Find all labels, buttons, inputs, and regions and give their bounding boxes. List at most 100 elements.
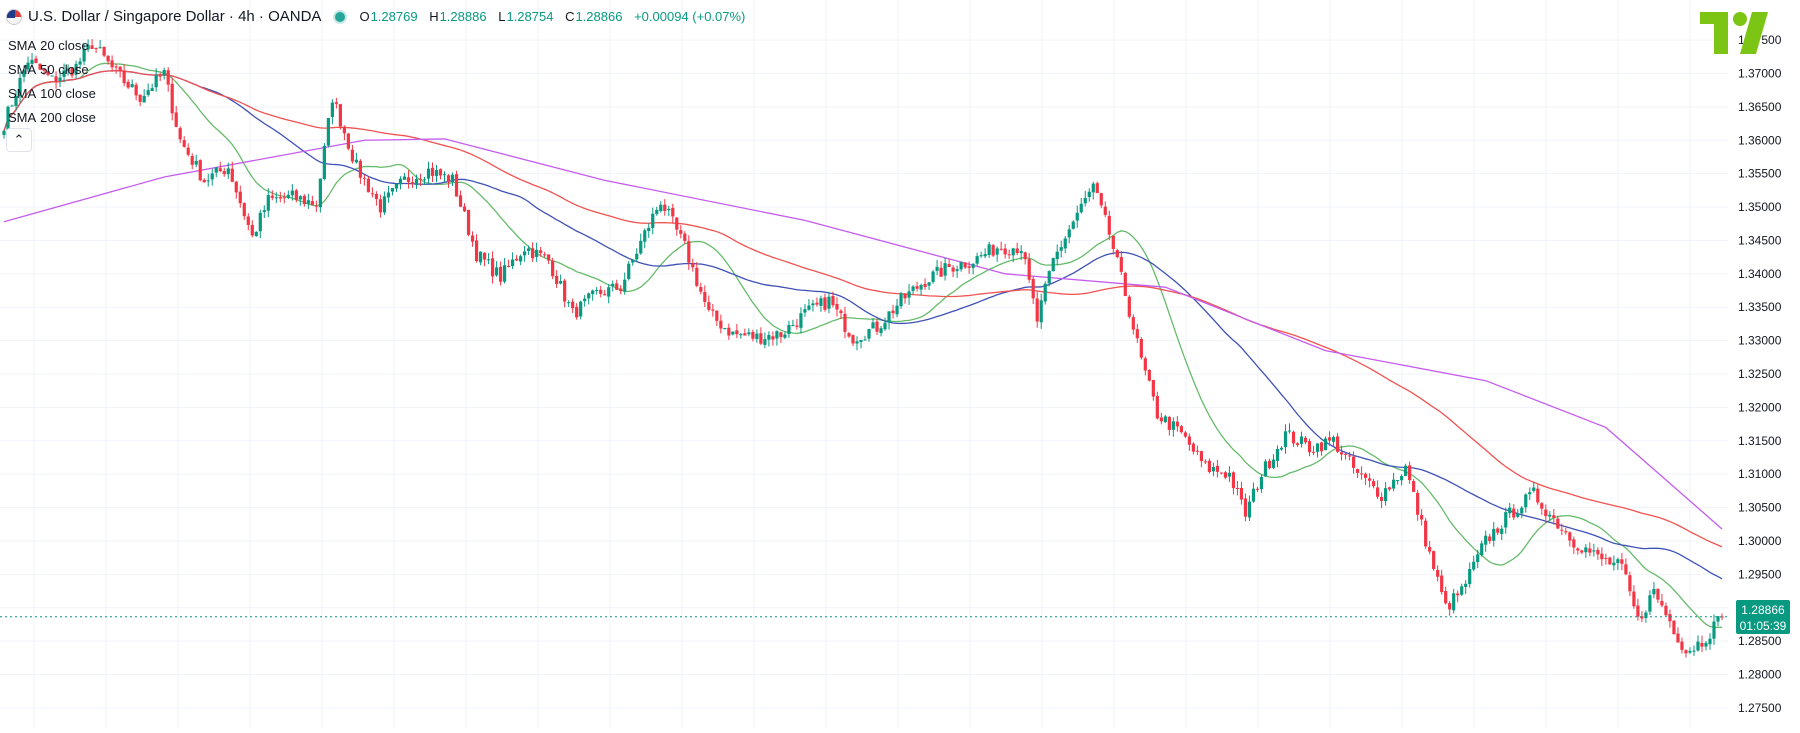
candle-body bbox=[1600, 553, 1604, 560]
candle-body bbox=[671, 207, 675, 217]
candle-body bbox=[10, 105, 14, 107]
y-tick-label: 1.33000 bbox=[1738, 334, 1782, 348]
candle-body bbox=[1311, 451, 1316, 453]
legend-sma-20[interactable]: SMA 20 close bbox=[8, 34, 96, 58]
candle-body bbox=[1131, 317, 1135, 330]
candle-body bbox=[971, 263, 975, 268]
candle-body bbox=[1135, 329, 1139, 339]
candle-body bbox=[555, 275, 559, 285]
candle-body bbox=[811, 303, 815, 306]
candle-body bbox=[226, 168, 230, 175]
candle-body bbox=[2, 130, 6, 135]
candle-body bbox=[386, 192, 391, 198]
candle-body bbox=[807, 305, 811, 310]
candle-body bbox=[1159, 417, 1163, 422]
candle-body bbox=[1267, 460, 1272, 469]
candle-body bbox=[663, 204, 667, 211]
candle-body bbox=[1548, 514, 1552, 517]
candle-body bbox=[939, 267, 943, 277]
candle-body bbox=[202, 179, 206, 183]
candle-body bbox=[78, 61, 82, 65]
y-tick-label: 1.28500 bbox=[1738, 634, 1782, 648]
candle-body bbox=[1572, 539, 1576, 548]
candle-body bbox=[611, 283, 615, 287]
y-tick-label: 1.34000 bbox=[1738, 267, 1782, 281]
candle-body bbox=[1183, 432, 1187, 437]
candle-body bbox=[114, 66, 118, 68]
y-tick-label: 1.37000 bbox=[1738, 66, 1782, 80]
candle-body bbox=[1664, 605, 1668, 616]
candle-body bbox=[1668, 614, 1672, 622]
sma-lines bbox=[3, 62, 1723, 628]
candle-body bbox=[1155, 396, 1159, 419]
candle-body bbox=[1107, 215, 1111, 235]
candle-body bbox=[843, 313, 847, 332]
candle-body bbox=[1516, 513, 1520, 517]
candle-body bbox=[18, 77, 22, 97]
candle-body bbox=[695, 267, 699, 286]
candle-body bbox=[466, 210, 471, 235]
symbol-title[interactable]: U.S. Dollar / Singapore Dollar · 4h · OA… bbox=[28, 8, 322, 25]
candle-body bbox=[755, 333, 759, 340]
market-status-icon[interactable] bbox=[335, 11, 346, 22]
candle-body bbox=[963, 262, 967, 268]
candle-body bbox=[46, 70, 50, 75]
candle-body bbox=[1303, 437, 1308, 443]
candle-body bbox=[1568, 532, 1572, 541]
candle-body bbox=[1291, 431, 1296, 444]
candle-body bbox=[1343, 453, 1348, 455]
candle-body bbox=[326, 118, 330, 146]
legend-sma-50[interactable]: SMA 50 close bbox=[8, 58, 96, 82]
candle-body bbox=[899, 293, 903, 307]
candle-body bbox=[1007, 254, 1011, 256]
candle-body bbox=[627, 263, 631, 280]
candle-body bbox=[1696, 641, 1700, 651]
candle-body bbox=[190, 156, 194, 165]
candle-body bbox=[82, 48, 86, 62]
candle-body bbox=[1544, 509, 1548, 517]
legend-collapse-button[interactable]: ⌃ bbox=[6, 128, 32, 152]
candle-body bbox=[1656, 588, 1660, 600]
candle-body bbox=[927, 282, 931, 286]
legend-name: SMA bbox=[8, 110, 37, 125]
candle-body bbox=[1652, 588, 1656, 595]
y-tick-label: 1.27500 bbox=[1738, 701, 1782, 715]
candle-body bbox=[442, 174, 447, 176]
candle-body bbox=[1367, 478, 1372, 481]
candle-body bbox=[370, 193, 375, 195]
candle-body bbox=[198, 160, 202, 181]
candle-body bbox=[1448, 603, 1452, 610]
candle-body bbox=[635, 253, 639, 260]
candle-body bbox=[919, 285, 923, 290]
candle-body bbox=[1472, 561, 1476, 570]
y-tick-label: 1.31000 bbox=[1738, 467, 1782, 481]
candle-body bbox=[354, 159, 359, 163]
candle-body bbox=[1532, 487, 1536, 491]
legend-sma-200[interactable]: SMA 200 close bbox=[8, 106, 96, 130]
candle-body bbox=[1624, 564, 1628, 575]
candle-body bbox=[514, 258, 519, 261]
candle-body bbox=[118, 66, 122, 72]
legend-name: SMA bbox=[8, 62, 37, 77]
candle-body bbox=[1015, 248, 1019, 254]
candle-body bbox=[975, 256, 979, 264]
candle-body bbox=[1191, 443, 1195, 452]
candle-body bbox=[1071, 221, 1075, 229]
candle-body bbox=[563, 280, 567, 302]
candle-body bbox=[314, 205, 318, 207]
candle-body bbox=[278, 197, 282, 199]
candle-body bbox=[1588, 548, 1592, 553]
candle-body bbox=[587, 293, 591, 299]
candle-body bbox=[623, 279, 627, 292]
candle-body bbox=[26, 62, 30, 70]
candle-body bbox=[306, 200, 310, 204]
candle-body bbox=[783, 334, 787, 338]
candle-body bbox=[38, 63, 42, 70]
candle-body bbox=[422, 179, 427, 181]
candle-body bbox=[1492, 528, 1496, 541]
legend-sma-100[interactable]: SMA 100 close bbox=[8, 82, 96, 106]
tradingview-logo-icon[interactable] bbox=[1698, 10, 1786, 56]
candle-body bbox=[1592, 550, 1596, 552]
